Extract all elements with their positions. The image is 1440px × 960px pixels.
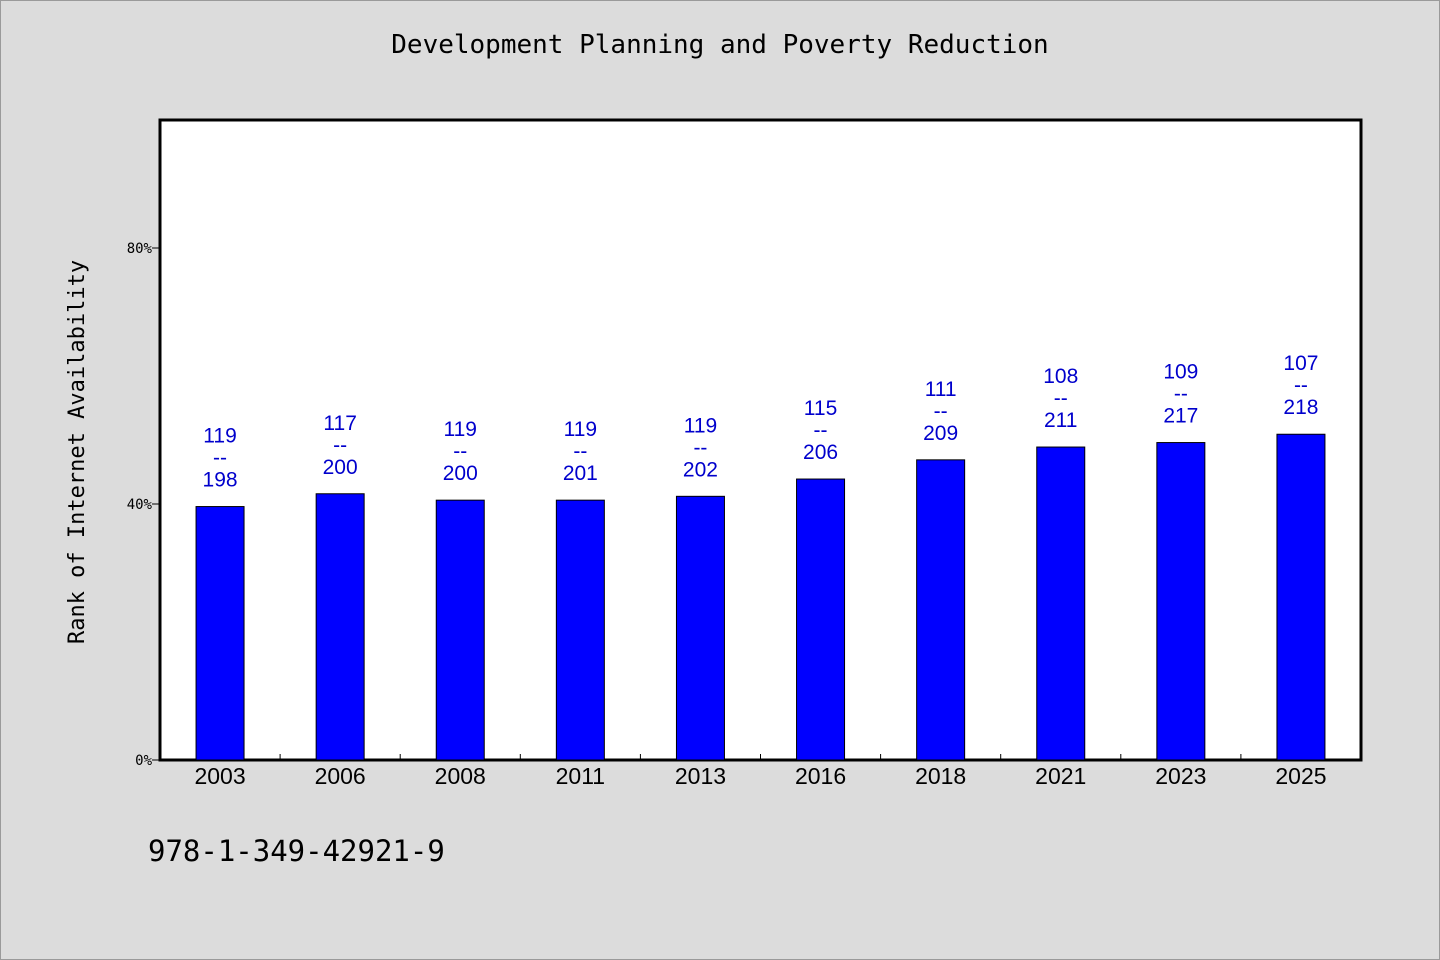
y-axis-label: Rank of Internet Availability — [65, 260, 90, 644]
y-tick-label-40pct: 40% — [127, 497, 153, 513]
data-label-separator-2025: -- — [1294, 374, 1308, 397]
x-tick-label-2025: 2025 — [1275, 763, 1326, 789]
data-label-rank-2016: 115 — [804, 397, 837, 420]
data-label-rank-2013: 119 — [684, 414, 717, 437]
x-tick-label-2016: 2016 — [795, 763, 846, 789]
data-label-rank-2021: 108 — [1043, 365, 1078, 388]
data-label-rank-2018: 111 — [925, 378, 957, 401]
footer-isbn: 978-1-349-42921-9 — [148, 834, 445, 868]
data-label-rank-2023: 109 — [1163, 361, 1198, 384]
data-label-separator-2016: -- — [814, 419, 828, 442]
bar-2025 — [1276, 433, 1326, 761]
data-label-separator-2008: -- — [453, 440, 467, 463]
data-label-total-2025: 218 — [1283, 396, 1318, 419]
bar-2018 — [916, 459, 966, 761]
x-tick-label-2006: 2006 — [315, 763, 366, 789]
bars-group — [195, 433, 1326, 761]
data-label-rank-2011: 119 — [564, 418, 597, 441]
data-label-total-2018: 209 — [923, 422, 958, 445]
data-label-total-2003: 198 — [203, 469, 238, 492]
bar-2023 — [1156, 442, 1206, 761]
data-label-total-2013: 202 — [683, 458, 718, 481]
data-label-total-2011: 201 — [563, 462, 598, 485]
data-label-total-2021: 211 — [1044, 409, 1077, 432]
bar-2013 — [675, 495, 725, 761]
y-tick-label-0pct: 0% — [135, 753, 152, 769]
data-label-separator-2018: -- — [934, 400, 948, 423]
bar-2008 — [435, 499, 485, 761]
data-label-separator-2013: -- — [693, 436, 707, 459]
bar-2011 — [555, 499, 605, 761]
x-tick-label-2003: 2003 — [194, 763, 245, 789]
x-tick-label-2021: 2021 — [1035, 763, 1086, 789]
data-label-separator-2003: -- — [213, 447, 227, 470]
bar-2016 — [796, 478, 846, 761]
data-label-rank-2008: 119 — [444, 418, 477, 441]
data-label-separator-2023: -- — [1174, 383, 1188, 406]
bar-2021 — [1036, 446, 1086, 761]
x-tick-label-2008: 2008 — [435, 763, 486, 789]
x-tick-label-2013: 2013 — [675, 763, 726, 789]
x-tick-label-2018: 2018 — [915, 763, 966, 789]
y-axis: 0% 40% 80% — [127, 241, 160, 769]
data-label-total-2016: 206 — [803, 441, 838, 464]
data-label-rank-2006: 117 — [323, 412, 356, 435]
data-label-rank-2003: 119 — [203, 425, 236, 448]
x-axis: 2003 2006 2008 2011 2013 2016 2018 2021 2023 2025 — [194, 754, 1327, 789]
data-label-separator-2021: -- — [1054, 387, 1068, 410]
data-label-separator-2006: -- — [333, 434, 347, 457]
data-label-rank-2025: 107 — [1283, 352, 1318, 375]
x-tick-label-2011: 2011 — [556, 763, 605, 789]
bar-2006 — [315, 493, 365, 761]
chart-title: Development Planning and Poverty Reducti… — [391, 30, 1049, 60]
x-tick-label-2023: 2023 — [1155, 763, 1206, 789]
data-label-total-2006: 200 — [323, 456, 358, 479]
data-label-separator-2011: -- — [573, 440, 587, 463]
y-tick-label-80pct: 80% — [127, 241, 153, 257]
bar-2003 — [195, 506, 245, 761]
data-label-total-2008: 200 — [443, 462, 478, 485]
data-labels-group: 119--198117--200119--200119--201119--202… — [203, 352, 1319, 491]
data-label-total-2023: 217 — [1163, 405, 1198, 428]
